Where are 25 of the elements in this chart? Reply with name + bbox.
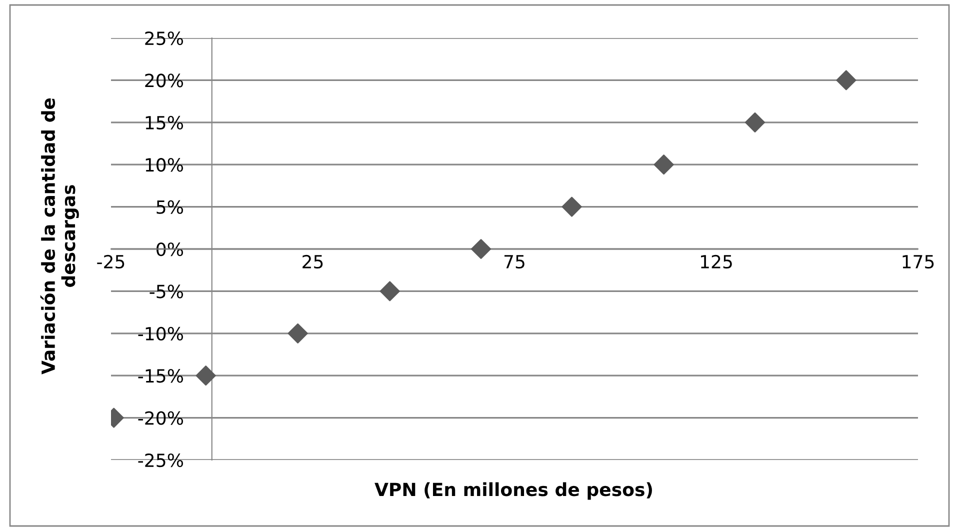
y-tick-label: -15% (138, 369, 184, 383)
point (654, 154, 674, 175)
y-tick-label: 25% (145, 31, 184, 46)
y-axis-title: Variación de la cantidad de descargas (40, 98, 79, 374)
point (380, 281, 400, 302)
point (471, 238, 492, 260)
x-tick-label: -25 (97, 254, 124, 269)
y-tick-label: -10% (138, 326, 184, 341)
point (196, 366, 216, 386)
y-tick-label: -25% (138, 453, 184, 468)
point (744, 112, 765, 132)
point (836, 70, 856, 90)
y-tick-label: 20% (145, 74, 184, 88)
x-axis-title: VPN (En millones de pesos) (374, 482, 652, 500)
point (288, 323, 308, 344)
x-tick-label: 25 (302, 254, 323, 269)
x-tick-label: 75 (504, 255, 524, 269)
y-tick-label: -20% (138, 411, 184, 425)
y-tick-label: 10% (146, 158, 184, 172)
y-tick-label: -5% (150, 284, 184, 298)
x-tick-label: 175 (902, 255, 934, 269)
y-tick-label: 15% (146, 116, 184, 130)
x-tick-label: 125 (701, 254, 732, 269)
y-tick-label: 5% (156, 200, 184, 214)
point (562, 196, 582, 217)
